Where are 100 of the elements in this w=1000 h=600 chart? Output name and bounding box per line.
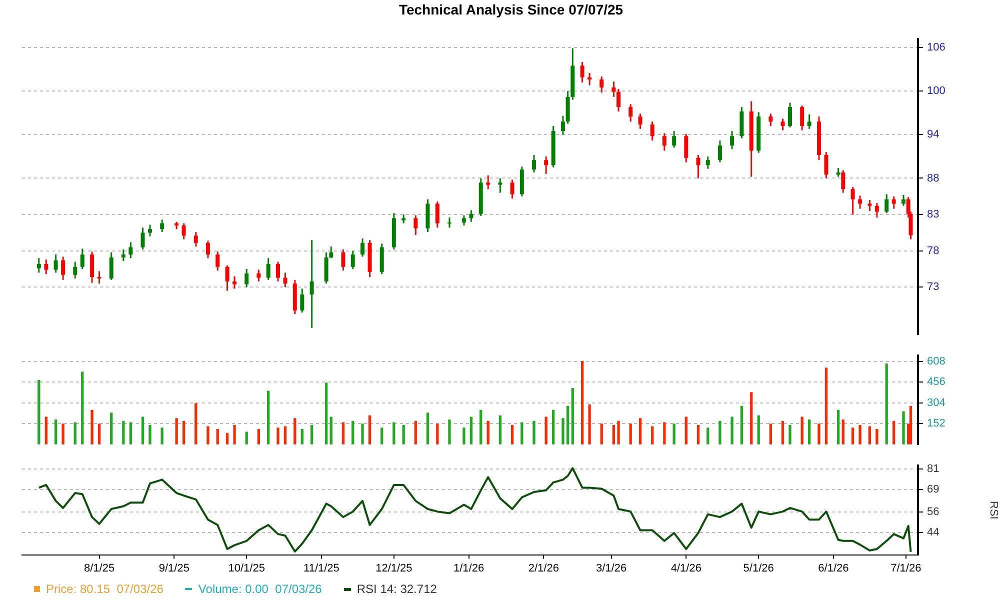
candlestick xyxy=(324,252,328,284)
bar xyxy=(38,380,40,444)
text: RSI 14: 32.712 xyxy=(356,582,437,596)
candlestick xyxy=(447,216,452,228)
bar xyxy=(580,361,584,444)
text: Volume: 0.00 07/03/26 xyxy=(198,582,322,596)
bar xyxy=(552,410,555,444)
candlestick xyxy=(435,200,440,228)
candlestick xyxy=(588,72,592,86)
bar xyxy=(858,424,862,444)
candlestick xyxy=(532,154,536,174)
y-tick-label: 304 xyxy=(927,396,946,409)
bar xyxy=(718,420,722,444)
bar xyxy=(81,372,84,444)
bar xyxy=(392,422,396,444)
x-tick-label: 5/1/26 xyxy=(743,562,774,574)
bar xyxy=(448,419,451,444)
candlestick xyxy=(807,114,812,130)
bar xyxy=(267,390,270,444)
x-tick-label: 8/1/25 xyxy=(84,562,115,574)
bar xyxy=(902,411,905,444)
candlestick xyxy=(780,118,785,132)
bar xyxy=(276,428,280,444)
candlestick xyxy=(616,88,621,112)
candlestick xyxy=(628,103,633,122)
bar xyxy=(544,416,548,444)
candlestick xyxy=(329,246,334,259)
candlestick xyxy=(194,231,198,248)
bar xyxy=(740,406,744,444)
candlestick xyxy=(824,151,828,179)
bar xyxy=(663,422,666,444)
bar xyxy=(876,429,878,444)
x-tick-label: 7/1/26 xyxy=(890,562,922,574)
bar xyxy=(90,410,94,444)
candlestick xyxy=(140,226,145,250)
y-tick-label: 56 xyxy=(927,506,940,518)
candlestick xyxy=(718,140,722,164)
bar xyxy=(402,424,405,444)
bar xyxy=(245,432,248,444)
y-tick-label: 78 xyxy=(927,244,940,257)
bar xyxy=(361,424,364,444)
y-tick-label: 152 xyxy=(927,418,946,430)
bar xyxy=(510,424,514,444)
bar xyxy=(672,424,676,444)
bar xyxy=(175,418,178,444)
bar xyxy=(706,428,710,444)
candlestick xyxy=(560,115,565,136)
candlestick xyxy=(206,240,210,259)
bar xyxy=(769,424,772,444)
bar xyxy=(294,418,296,444)
candlestick xyxy=(148,224,152,238)
candlestick xyxy=(341,248,346,272)
bar xyxy=(324,382,328,444)
candlestick xyxy=(580,61,584,84)
candlestick xyxy=(650,120,654,142)
bar xyxy=(216,429,219,444)
candlestick xyxy=(300,288,304,314)
y-tick-label: 608 xyxy=(927,355,946,368)
candlestick xyxy=(684,133,688,164)
candlestick xyxy=(498,178,502,194)
x-tick-label: 1/1/26 xyxy=(453,562,484,574)
bar xyxy=(54,419,58,444)
bar xyxy=(566,406,570,444)
candlestick xyxy=(884,193,889,214)
bar xyxy=(617,420,620,444)
bar xyxy=(233,424,236,444)
candlestick xyxy=(44,258,48,275)
bar xyxy=(426,412,430,444)
bar xyxy=(122,420,125,444)
candlestick xyxy=(73,261,78,280)
bar xyxy=(480,410,482,444)
candlestick xyxy=(310,239,314,329)
candlestick xyxy=(696,154,700,179)
bar xyxy=(684,416,688,444)
candlestick xyxy=(90,250,94,284)
candlestick xyxy=(902,194,906,207)
candlestick xyxy=(544,156,548,175)
candlestick xyxy=(662,132,666,152)
bar xyxy=(612,424,616,444)
x-tick-label: 11/1/25 xyxy=(304,562,340,574)
y-tick-label: 106 xyxy=(927,42,946,54)
bar xyxy=(520,422,524,444)
bar xyxy=(352,420,354,444)
candlestick xyxy=(128,241,133,259)
bar xyxy=(141,416,144,444)
bar xyxy=(342,422,345,444)
candlestick xyxy=(414,214,418,236)
candlestick xyxy=(706,156,710,170)
bar xyxy=(909,406,912,444)
candlestick xyxy=(892,196,896,210)
bar xyxy=(651,426,654,444)
candlestick xyxy=(612,80,616,98)
y-tick-label: 73 xyxy=(927,281,940,294)
bar xyxy=(638,418,642,444)
bar xyxy=(788,424,792,444)
bar xyxy=(757,415,760,444)
candlestick xyxy=(283,272,288,288)
candlestick xyxy=(788,102,792,128)
x-tick-label: 10/1/25 xyxy=(228,562,265,574)
bar xyxy=(330,416,332,444)
